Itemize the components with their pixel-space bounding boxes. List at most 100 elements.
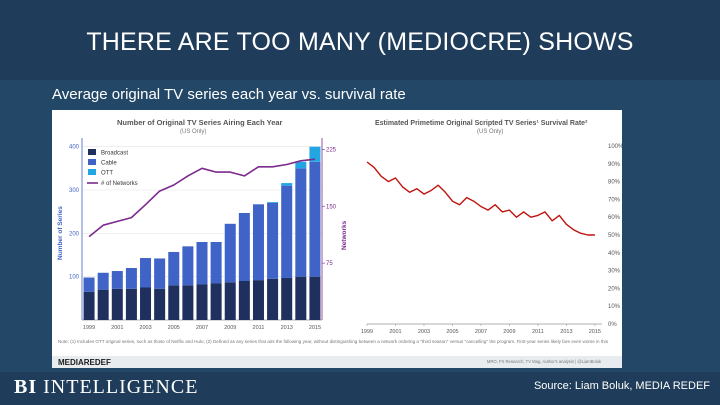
bar-broadcast-2012 xyxy=(267,278,279,320)
left-xtick-label: 2009 xyxy=(224,325,236,331)
right-ytick-label: 0% xyxy=(608,322,617,328)
left-xtick-label: 2015 xyxy=(309,325,321,331)
right-ytick-label: 60% xyxy=(608,215,621,221)
left-chart-y2label: Networks xyxy=(341,220,348,250)
right-ytick-label: 70% xyxy=(608,197,621,203)
left-xtick-label: 2005 xyxy=(168,325,180,331)
bar-ott-2012 xyxy=(267,202,279,203)
left-xtick-label: 2003 xyxy=(139,325,151,331)
chart-panel: Number of Original TV Series Airing Each… xyxy=(52,110,624,368)
right-xtick-label: 2007 xyxy=(475,329,487,335)
right-xtick-label: 1999 xyxy=(361,329,373,335)
source-text: Source: Liam Boluk, MEDIA REDEF xyxy=(533,380,710,392)
legend-ott-label: OTT xyxy=(101,171,113,177)
bar-broadcast-2010 xyxy=(238,281,250,320)
right-ytick-label: 10% xyxy=(608,304,621,310)
left-xtick-label: 2011 xyxy=(253,325,265,331)
left-xtick-label: 1999 xyxy=(83,325,95,331)
legend-networks-label: # of Networks xyxy=(101,181,138,187)
bar-cable-2005 xyxy=(168,251,180,286)
title-bar xyxy=(0,0,720,80)
left-chart-subtitle: (US Only) xyxy=(180,129,206,135)
survival-rate-line xyxy=(366,161,595,236)
bar-cable-2007 xyxy=(196,242,208,285)
right-xtick-label: 2011 xyxy=(532,329,544,335)
right-xtick-label: 2003 xyxy=(418,329,430,335)
left-xtick-label: 2001 xyxy=(111,325,123,331)
legend-broadcast-swatch xyxy=(88,149,96,155)
bar-cable-2010 xyxy=(238,212,250,281)
brand-intelligence: INTELLIGENCE xyxy=(43,376,199,398)
chart-note: Note: (1) Includes OTT original series, … xyxy=(58,339,608,344)
bar-ott-2015 xyxy=(309,146,321,162)
credit-bar xyxy=(52,356,622,368)
bar-cable-2002 xyxy=(125,268,137,289)
bar-broadcast-2014 xyxy=(295,276,307,320)
legend-cable-swatch xyxy=(88,159,96,165)
bar-broadcast-1999 xyxy=(83,291,95,320)
bar-broadcast-2002 xyxy=(125,288,137,320)
right-chart-subtitle: (US Only) xyxy=(477,129,503,135)
bar-cable-2013 xyxy=(281,185,293,278)
left-ytick-label: 300 xyxy=(69,188,80,194)
bar-broadcast-2008 xyxy=(210,283,222,320)
left-xtick-label: 2007 xyxy=(196,325,208,331)
legend-ott-swatch xyxy=(88,169,96,175)
right-xtick-label: 2015 xyxy=(589,329,601,335)
bar-cable-2009 xyxy=(224,223,236,283)
bar-cable-2012 xyxy=(267,203,279,279)
bar-cable-2004 xyxy=(154,258,166,289)
bar-cable-2001 xyxy=(111,271,123,289)
right-ytick-label: 40% xyxy=(608,251,621,257)
bar-broadcast-2007 xyxy=(196,284,208,320)
chart-credit: MRO, FX Research, TV Mag, Author's analy… xyxy=(487,359,602,364)
right-ytick-label: 100% xyxy=(608,144,622,150)
right-xtick-label: 2001 xyxy=(389,329,401,335)
right-xtick-label: 2009 xyxy=(503,329,515,335)
legend-cable-label: Cable xyxy=(101,161,117,167)
left-ytick-label: 200 xyxy=(69,231,80,237)
bar-broadcast-2015 xyxy=(309,276,321,320)
bar-ott-2014 xyxy=(295,161,307,169)
left-chart-title: Number of Original TV Series Airing Each… xyxy=(117,118,283,127)
right-ytick-label: 50% xyxy=(608,233,621,239)
bar-cable-2006 xyxy=(182,246,194,286)
right-ytick-label: 30% xyxy=(608,269,621,275)
bi-intelligence-logo: BI INTELLIGENCE xyxy=(14,376,198,399)
media-redef-logo: MEDIAREDEF xyxy=(58,358,111,367)
bar-cable-2008 xyxy=(210,242,222,284)
right-xtick-label: 2005 xyxy=(446,329,458,335)
legend-broadcast-label: Broadcast xyxy=(101,151,128,157)
bar-cable-2014 xyxy=(295,168,307,277)
bar-cable-2003 xyxy=(140,258,152,288)
left-ytick-label: 100 xyxy=(69,275,80,281)
bar-broadcast-2003 xyxy=(140,287,152,320)
footer-bar xyxy=(0,372,720,405)
bar-cable-2015 xyxy=(309,161,321,277)
right-ytick-label: 80% xyxy=(608,180,621,186)
bar-broadcast-2000 xyxy=(97,289,109,320)
bar-broadcast-2009 xyxy=(224,282,236,320)
brand-bi: BI xyxy=(14,376,38,398)
slide-subtitle: Average original TV series each year vs.… xyxy=(52,86,406,103)
bar-broadcast-2013 xyxy=(281,277,293,320)
bar-broadcast-2006 xyxy=(182,285,194,320)
right-ytick-label: 90% xyxy=(608,162,621,168)
left-ytick-label: 400 xyxy=(69,145,80,151)
bar-cable-2011 xyxy=(252,204,264,281)
left-y2tick-label: 150 xyxy=(326,204,337,210)
left-y2tick-label: 75 xyxy=(326,261,333,267)
left-chart-ylabel: Number of Series xyxy=(57,206,64,260)
slide-title: THERE ARE TOO MANY (MEDIOCRE) SHOWS xyxy=(86,28,634,56)
left-y2tick-label: 225 xyxy=(326,147,337,153)
bar-cable-2000 xyxy=(97,272,109,290)
right-chart-title: Estimated Primetime Original Scripted TV… xyxy=(375,120,588,127)
left-xtick-label: 2013 xyxy=(281,325,293,331)
bar-broadcast-2001 xyxy=(111,288,123,320)
right-xtick-label: 2013 xyxy=(560,329,572,335)
bar-cable-1999 xyxy=(83,277,95,292)
right-ytick-label: 20% xyxy=(608,286,621,292)
bar-broadcast-2005 xyxy=(168,285,180,320)
networks-line xyxy=(88,158,315,238)
bar-ott-2013 xyxy=(281,183,293,186)
